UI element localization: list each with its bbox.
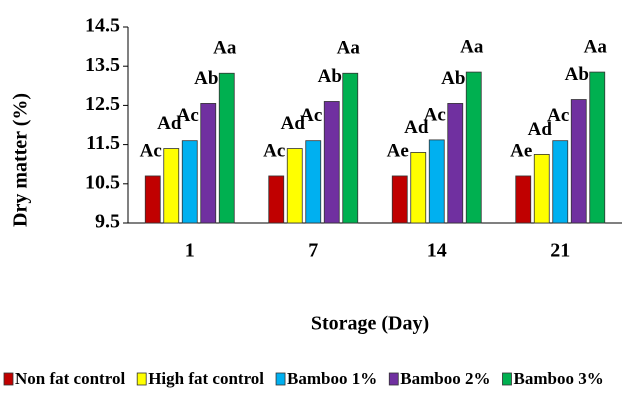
x-axis-title: Storage (Day) [311, 313, 429, 335]
y-tick-label: 12.5 [85, 93, 120, 115]
bar [428, 139, 445, 224]
bar-annotation: Aa [584, 36, 608, 57]
x-tick-label: 14 [427, 240, 447, 262]
bar-annotation: Ab [194, 68, 218, 89]
bar [268, 175, 285, 224]
y-tick-label: 9.5 [95, 211, 120, 233]
bar [342, 72, 359, 224]
legend-swatch [3, 372, 14, 386]
bar-annotation: Ac [177, 105, 199, 126]
bar [447, 103, 464, 224]
legend-swatch [388, 372, 399, 386]
y-tick-label: 11.5 [86, 132, 120, 154]
bar-annotation: Ab [318, 66, 342, 87]
y-tick-label: 10.5 [85, 171, 120, 193]
legend-swatch [502, 372, 512, 386]
bar-annotation: Ac [424, 104, 446, 125]
bar-annotation: Ac [140, 140, 162, 161]
bar-annotation: Ab [565, 64, 589, 85]
bar [570, 99, 587, 224]
bar [552, 140, 569, 224]
legend-label: Bamboo 3% [513, 369, 603, 388]
y-tick-label: 13.5 [85, 54, 120, 76]
bar [305, 140, 322, 224]
bar-annotation: Ad [157, 113, 182, 134]
bar [323, 101, 340, 224]
bar [589, 71, 606, 224]
bar [181, 140, 198, 224]
bar [391, 175, 408, 224]
bar-annotation: Aa [213, 38, 237, 59]
x-tick-label: 7 [308, 240, 318, 262]
bar-annotation: Ae [387, 140, 409, 161]
bar [144, 175, 161, 224]
legend-label: High fat control [148, 369, 264, 388]
bar [533, 153, 550, 224]
bar-annotation: Ae [510, 140, 532, 161]
bar [163, 148, 180, 224]
legend-swatch [136, 372, 147, 386]
bar-annotation: Aa [460, 36, 484, 57]
bar-annotation: Ad [281, 113, 306, 134]
legend-swatch [275, 372, 286, 386]
bar [286, 148, 303, 224]
bar-annotation: Aa [337, 38, 361, 59]
x-tick-label: 21 [550, 240, 570, 262]
bar-annotation: Ac [300, 105, 322, 126]
bar-annotation: Ad [528, 119, 553, 140]
bar-annotation: Ab [441, 68, 465, 89]
bar [465, 71, 482, 224]
bar-annotation: Ac [263, 140, 285, 161]
y-tick-label: 14.5 [85, 15, 120, 37]
bar [410, 152, 427, 224]
bar [218, 72, 235, 224]
bar-annotation: Ac [547, 105, 569, 126]
legend-label: Bamboo 1% [287, 369, 377, 388]
legend-label: Bamboo 2% [400, 369, 490, 388]
legend-label: Non fat control [15, 369, 125, 388]
y-axis-title: Dry matter (%) [10, 93, 32, 227]
bar-annotation: Ad [404, 117, 429, 138]
bar [515, 175, 532, 224]
x-tick-label: 1 [185, 240, 195, 262]
bar [200, 103, 217, 224]
